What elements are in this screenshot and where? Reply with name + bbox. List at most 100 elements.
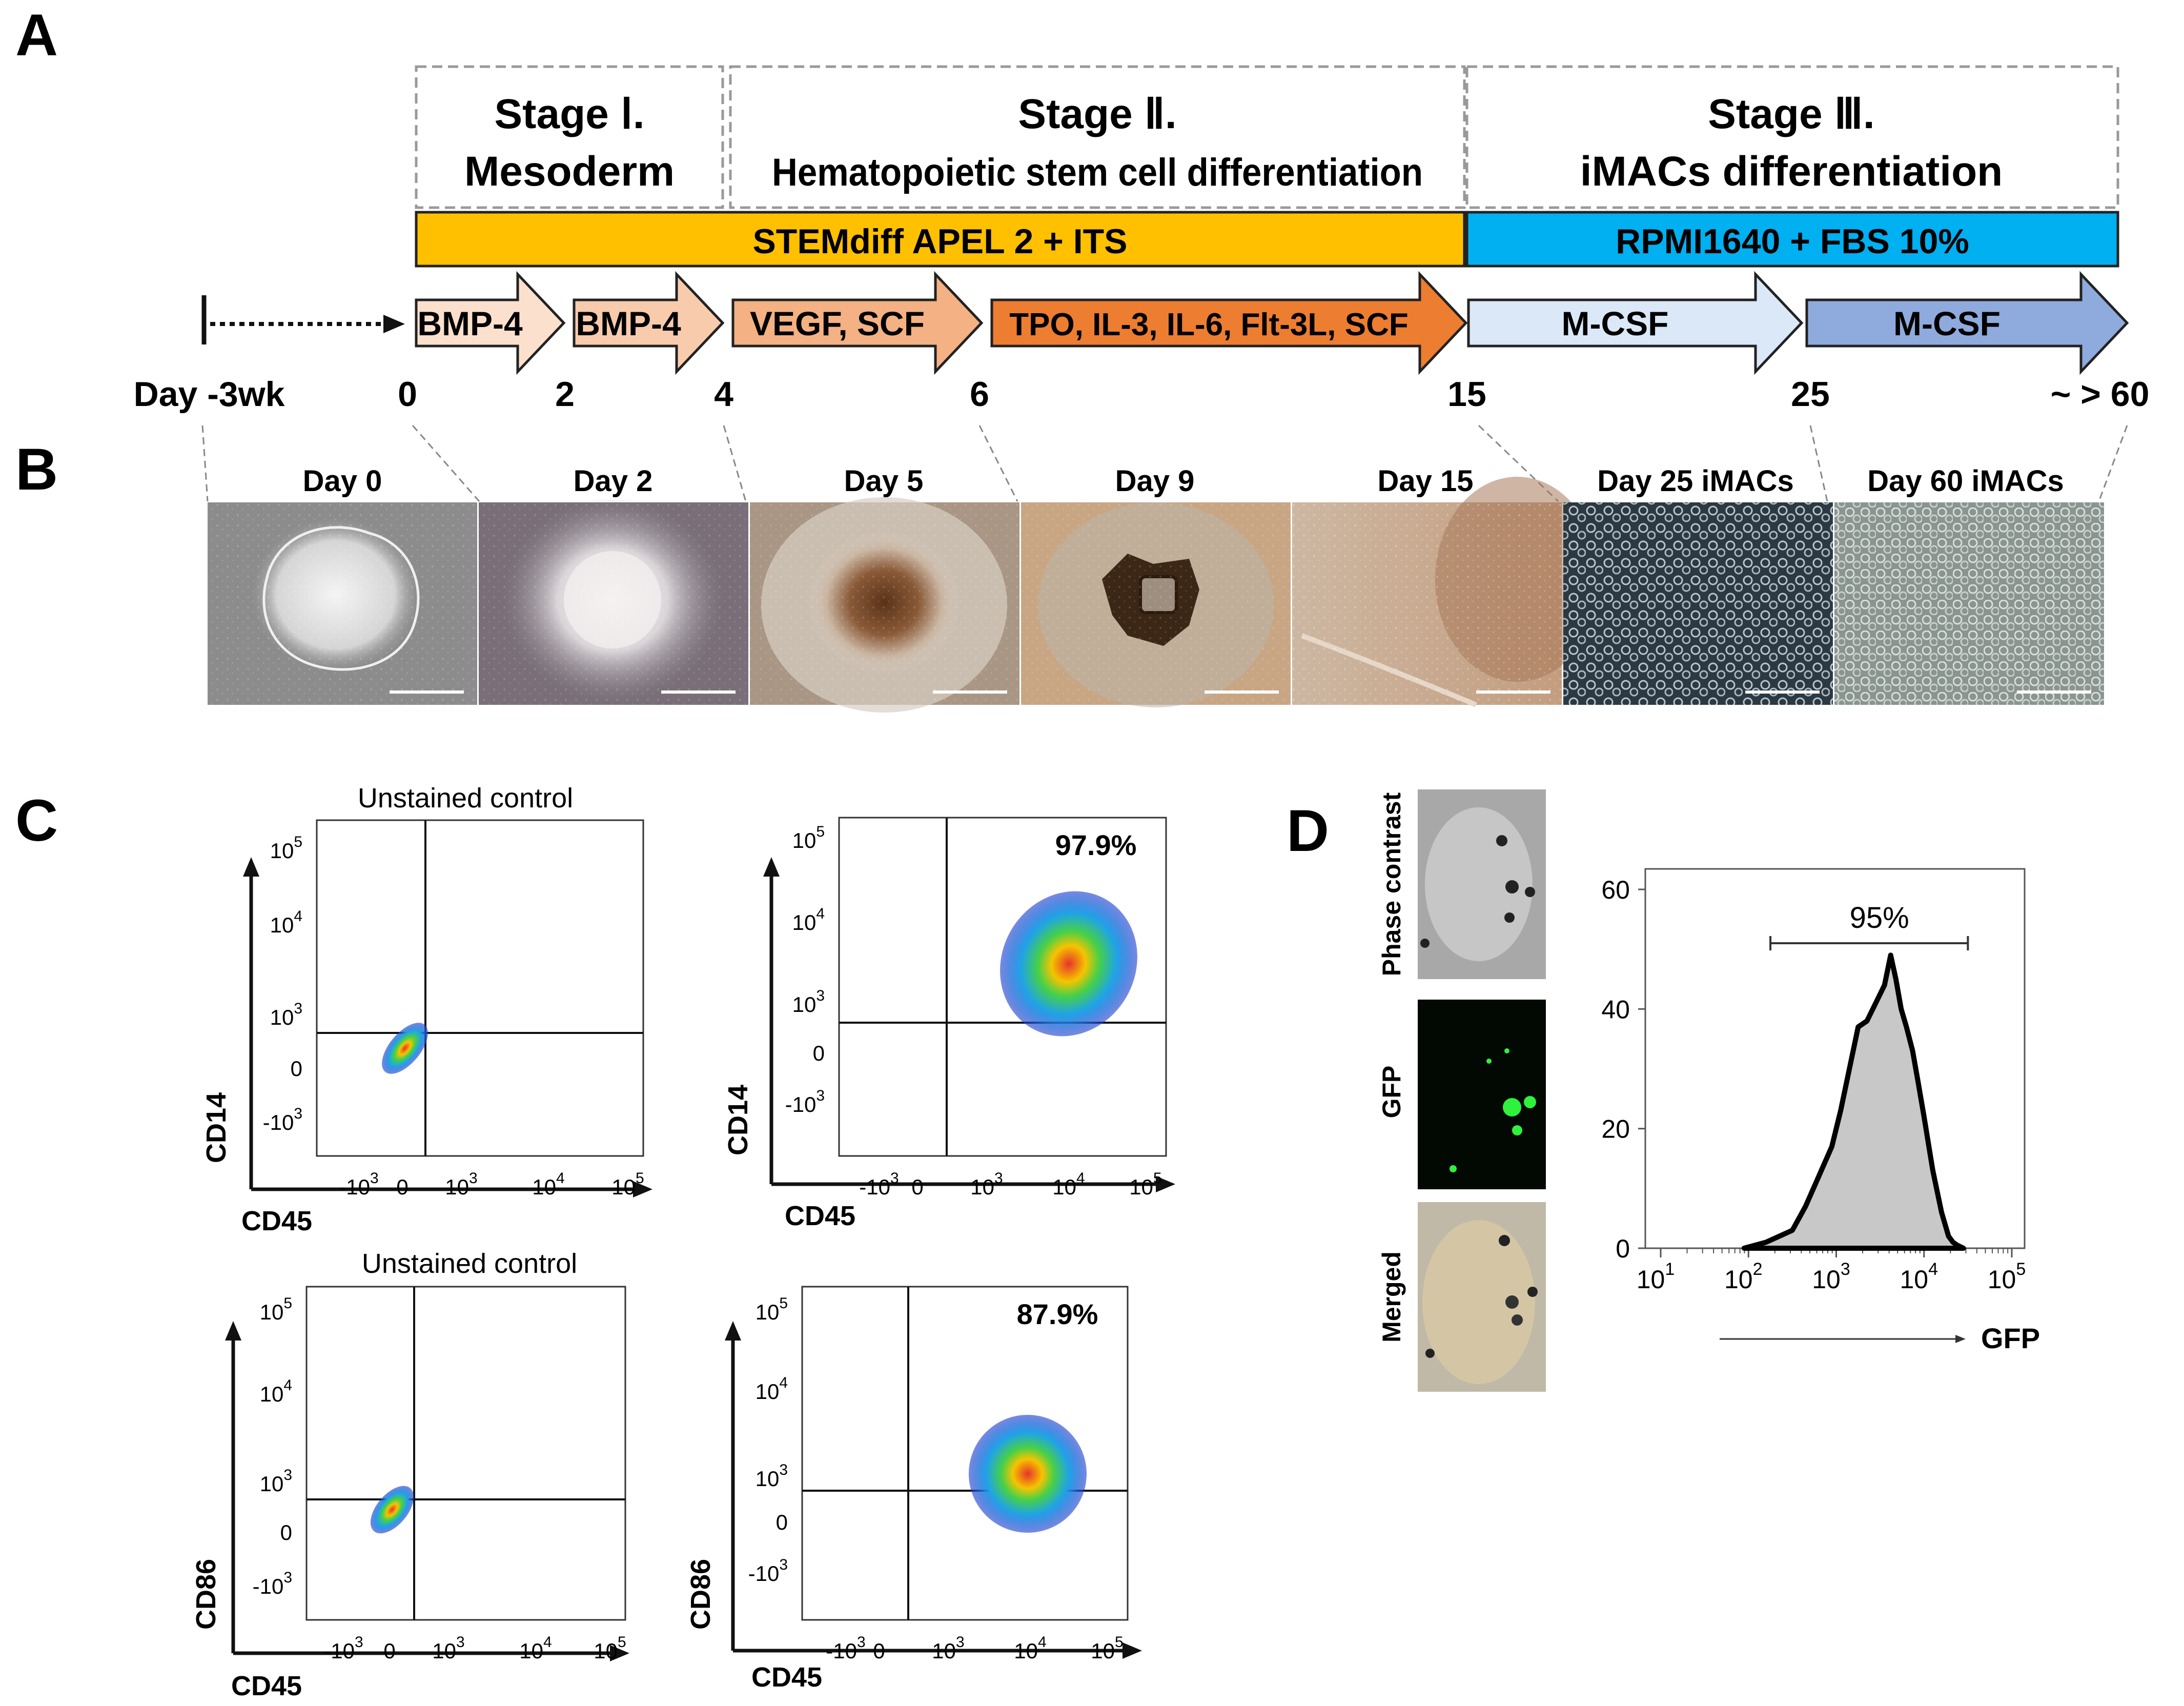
medium-bar-apel [415, 211, 1466, 268]
x-axis-label: CD45 [231, 1671, 302, 1701]
medium-label-rpmi: RPMI1640 + FBS 10% [1616, 222, 1969, 261]
image-merged [1418, 1202, 1546, 1392]
x-tick-label: -103 [339, 1170, 378, 1199]
x-axis-arrow [1156, 1176, 1175, 1192]
plot-title: Unstained control [358, 783, 573, 814]
histogram-area [1741, 952, 1966, 1251]
y-axis-arrow [763, 857, 780, 877]
plot-title: Unstained control [362, 1248, 577, 1279]
y-tick-label: 105 [792, 823, 825, 852]
x-axis-label: CD45 [785, 1201, 855, 1231]
caption-day25: Day 25 iMACs [1597, 464, 1794, 498]
x-tick-label: 0 [383, 1639, 395, 1663]
label-phase-contrast: Phase contrast [1377, 792, 1406, 976]
medium-label-apel: STEMdiff APEL 2 + ITS [752, 222, 1127, 261]
panel-label-a: A [15, 3, 58, 68]
y-axis-label: CD14 [201, 1092, 232, 1163]
y-tick-label: 104 [792, 905, 825, 935]
factor-label: BMP-4 [417, 304, 523, 342]
event-cloud [370, 1486, 414, 1534]
event-cloud [382, 1023, 428, 1074]
panel-a: A Stage Ⅰ. Mesoderm Stage Ⅱ. Hematopoiet… [15, 3, 2149, 414]
x-tick-label: 104 [532, 1170, 564, 1199]
caption-day60: Day 60 iMACs [1867, 464, 2064, 498]
stage-1-subtitle: Mesoderm [464, 148, 675, 195]
y-tick-label: 103 [792, 987, 825, 1017]
y-axis-arrow [725, 1321, 741, 1341]
x-tick-label: 101 [1637, 1260, 1675, 1294]
factor-label: M-CSF [1893, 304, 2001, 342]
x-axis-label: CD45 [241, 1206, 312, 1236]
y-tick-label: 60 [1601, 876, 1630, 904]
caption-day5: Day 5 [844, 464, 924, 498]
stage-1-box [415, 65, 724, 209]
x-tick-label: 105 [1129, 1170, 1161, 1199]
y-axis-label: CD86 [191, 1559, 221, 1630]
caption-day15: Day 15 [1377, 464, 1473, 498]
stage-3-subtitle: iMACs differentiation [1580, 148, 2003, 195]
x-tick-label: 105 [594, 1634, 626, 1663]
y-axis-arrow [243, 857, 259, 877]
timeline-connectors [201, 424, 2128, 502]
factor-label: TPO, IL-3, IL-6, Flt-3L, SCF [1009, 307, 1408, 342]
event-cloud [1000, 891, 1137, 1037]
x-tick-label: 103 [445, 1170, 477, 1199]
factor-label: M-CSF [1562, 304, 1669, 342]
plot-frame [305, 1286, 626, 1621]
x-tick-label: 104 [1014, 1634, 1046, 1663]
plot-frame [838, 817, 1167, 1157]
day-label-25: 25 [1791, 375, 1830, 414]
quadrant-percent: 97.9% [1055, 829, 1137, 861]
medium-bar-rpmi [1465, 211, 2119, 268]
micrograph-day15 [1292, 477, 1599, 707]
y-tick-label: 103 [270, 1000, 302, 1029]
y-tick-label: -103 [748, 1556, 788, 1586]
y-tick-label: 104 [260, 1377, 292, 1406]
panel-label-c: C [15, 788, 58, 854]
x-tick-label: 103 [1812, 1260, 1850, 1294]
y-tick-label: 103 [260, 1467, 292, 1496]
y-tick-label: 105 [756, 1295, 788, 1324]
x-tick-label: 103 [932, 1634, 964, 1663]
micrograph-day9 [1021, 502, 1291, 707]
y-tick-label: 105 [270, 834, 302, 863]
flow-plot: 105 104 103 0 -103 -103 0 103 104 105 CD86 CD45 87.9… [685, 1286, 1142, 1693]
day-label-0: 0 [398, 375, 417, 414]
panel-b: B Day 0 Day 2 Day 5 Day 9 Day 15 Day 25 … [15, 424, 2128, 713]
stage-1-title: Stage Ⅰ. [494, 91, 644, 137]
x-tick-label: 105 [1091, 1634, 1123, 1663]
x-tick-label: -103 [323, 1634, 363, 1663]
x-tick-label: 0 [873, 1639, 885, 1663]
day-label-4: 4 [714, 375, 733, 414]
day-label-start: Day -3wk [134, 375, 285, 414]
y-tick-label: -103 [263, 1105, 302, 1134]
caption-day9: Day 9 [1115, 464, 1195, 498]
panel-d: D Phase cont [1287, 789, 2040, 1392]
quadrant-percent: 87.9% [1017, 1298, 1098, 1330]
y-axis-label: CD86 [685, 1559, 716, 1630]
label-gfp: GFP [1377, 1066, 1406, 1119]
x-tick-label: 104 [519, 1634, 552, 1663]
y-tick-label: 20 [1601, 1115, 1630, 1144]
y-tick-label: 40 [1601, 995, 1630, 1024]
micrograph-day2 [479, 497, 748, 705]
event-cloud [969, 1415, 1087, 1533]
day-label-2: 2 [555, 375, 575, 414]
factor-arrow [990, 271, 1468, 375]
x-axis-arrow [1122, 1642, 1142, 1659]
flow-plot: 105 104 103 0 -103 -103 0 103 104 105 CD14 CD45 97.9… [723, 817, 1175, 1231]
gfp-axis-arrowhead [1955, 1335, 1966, 1343]
y-axis-arrow [225, 1321, 241, 1341]
y-axis-label: CD14 [723, 1085, 753, 1155]
y-tick-label: 0 [280, 1520, 292, 1545]
stage-3-box [1465, 65, 2119, 209]
day-label-6: 6 [970, 375, 989, 414]
x-axis-arrow [610, 1645, 629, 1661]
x-axis-label: GFP [1981, 1322, 2040, 1354]
y-tick-label: 105 [260, 1295, 292, 1324]
stage-3-title: Stage Ⅲ. [1708, 91, 1874, 137]
y-tick-label: 0 [813, 1041, 825, 1065]
x-tick-label: 0 [396, 1175, 408, 1199]
